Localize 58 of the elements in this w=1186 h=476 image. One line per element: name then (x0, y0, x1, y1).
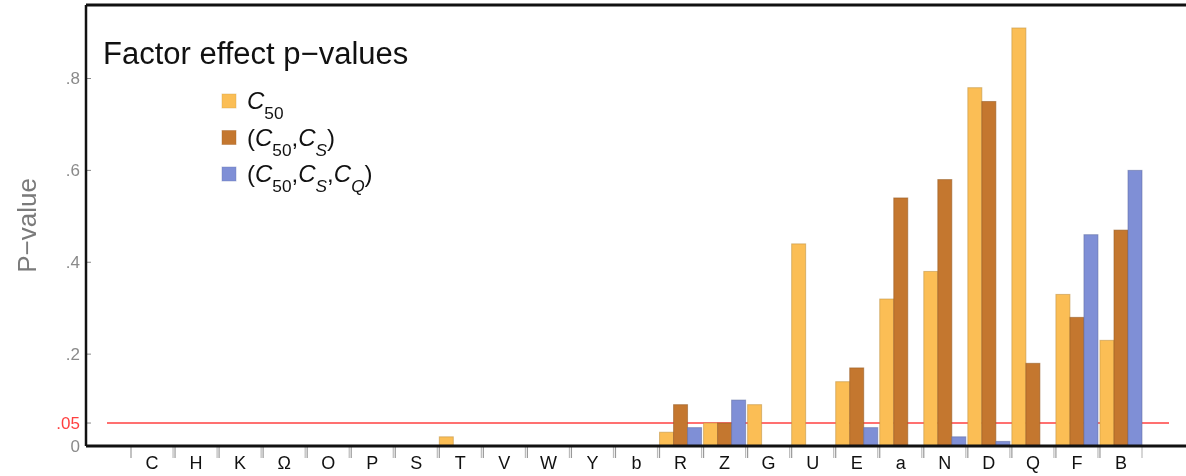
x-tick-label: U (806, 453, 820, 473)
x-tick-label: Z (719, 453, 731, 473)
y-tick-label: .4 (65, 253, 80, 273)
bar (849, 367, 865, 447)
text: Factor effect p−values (103, 36, 409, 71)
x-tick-label: Q (1025, 453, 1040, 473)
y-tick-label: .6 (65, 161, 80, 181)
bar (863, 427, 879, 447)
bar (1083, 234, 1099, 447)
ref-line-label: .05 (56, 413, 80, 433)
x-tick-label: R (674, 453, 688, 473)
bar (673, 404, 689, 447)
bar (1025, 362, 1041, 447)
x-tick-label: N (938, 453, 952, 473)
x-tick-label: D (982, 453, 996, 473)
x-tick-label: Ω (277, 453, 291, 473)
bar (967, 87, 983, 447)
x-tick-label: C (145, 453, 159, 473)
y-tick-label: 0 (70, 436, 80, 456)
bar (879, 298, 895, 447)
x-tick-label: a (895, 453, 907, 473)
x-tick-label: B (1114, 453, 1127, 473)
bar (981, 100, 997, 447)
x-tick-label: E (850, 453, 863, 473)
text: (C$_{50}$,C$_{S}$,C$_{Q}$) (247, 160, 373, 196)
y-tick-label: .2 (65, 345, 80, 365)
bar (717, 422, 733, 447)
bar (1011, 27, 1027, 447)
x-tick-label: V (498, 453, 511, 473)
x-tick-label: K (234, 453, 247, 473)
x-tick-label: G (761, 453, 776, 473)
legend-label: (C$_{50}$,C$_{S}$) (247, 123, 336, 160)
bar (687, 427, 703, 447)
x-tick-label: F (1071, 453, 1083, 473)
bar (835, 381, 851, 447)
bar (1099, 339, 1115, 447)
x-tick-label: Y (586, 453, 599, 473)
x-tick-label: O (321, 453, 336, 473)
x-tick-label: S (410, 453, 423, 473)
bar (937, 179, 953, 447)
bar (1127, 169, 1143, 447)
bar (731, 399, 747, 447)
bar (703, 422, 719, 447)
legend-label: C$_{50}$ (247, 87, 284, 123)
bar (1069, 316, 1085, 447)
bar (1055, 293, 1071, 447)
bar (791, 243, 807, 447)
x-tick-label: P (366, 453, 379, 473)
bar (893, 197, 909, 447)
x-tick-label: T (454, 453, 466, 473)
bar (747, 404, 763, 447)
y-tick-label: .8 (65, 69, 80, 89)
y-axis-title: P−value (12, 178, 42, 273)
bar (923, 270, 939, 447)
bar (1113, 229, 1129, 447)
x-tick-label: H (189, 453, 203, 473)
x-tick-label: W (539, 453, 557, 473)
x-tick-label: b (631, 453, 642, 473)
